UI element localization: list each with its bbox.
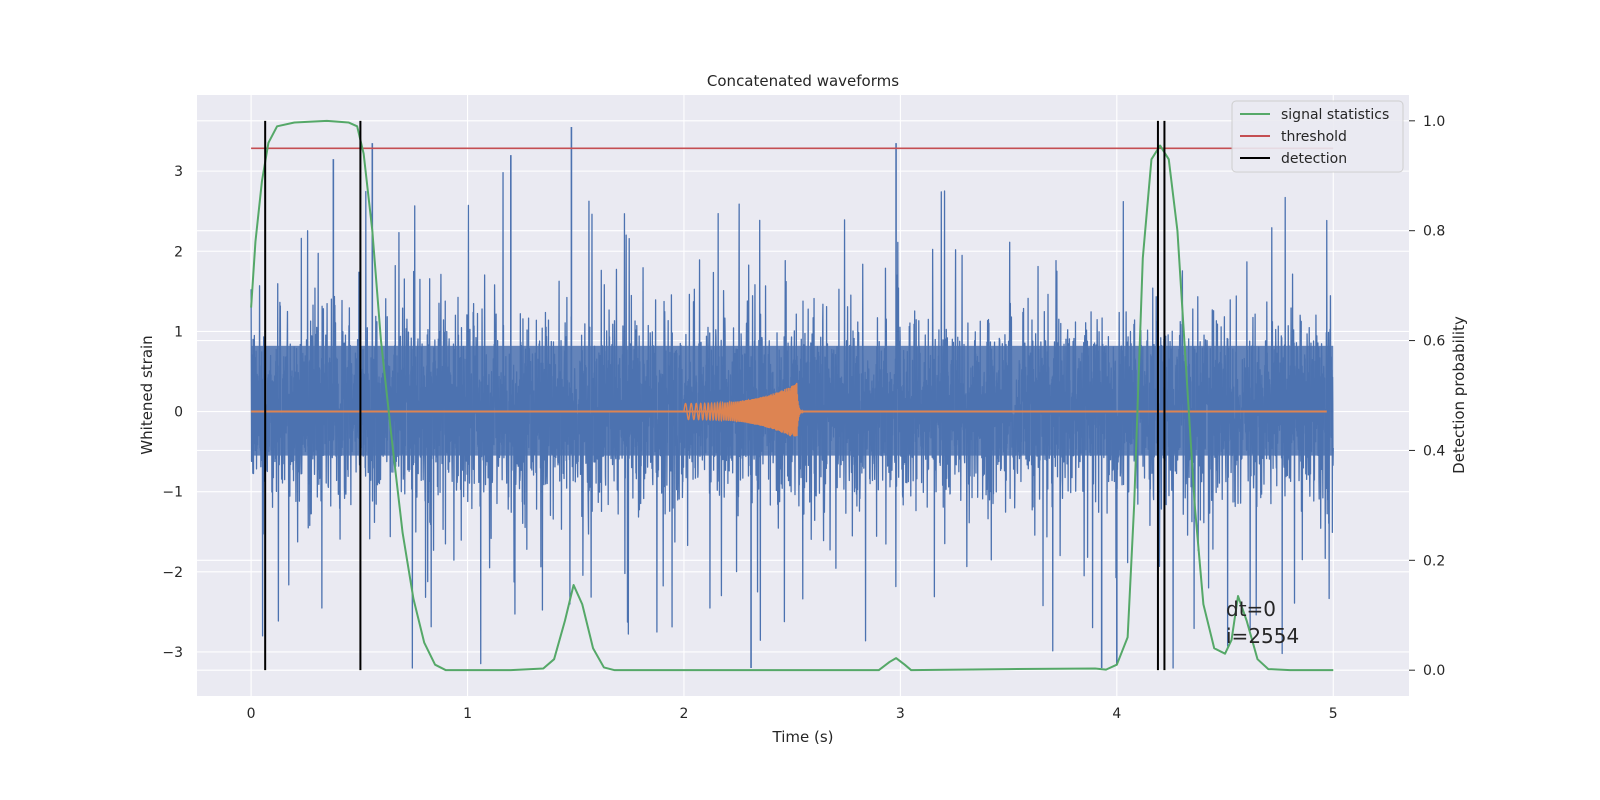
annotation-index: i=2554 xyxy=(1226,624,1299,648)
y-tick-label: 1 xyxy=(174,324,183,340)
y-tick-label: −1 xyxy=(162,485,183,501)
y-tick-label: 0 xyxy=(174,405,183,421)
y-tick-label: 3 xyxy=(174,164,183,180)
y2-tick-label: 0.2 xyxy=(1423,553,1445,569)
y2-tick-label: 0.4 xyxy=(1423,443,1445,459)
y-tick-label: −2 xyxy=(162,565,183,581)
x-tick-label: 0 xyxy=(247,706,256,722)
axis-ticks: 0 1 2 3 4 5 3 2 1 0 −1 −2 −3 1.0 0.8 0.6 0.4 0.2 0.0 xyxy=(162,114,1445,722)
signal-statistics-series xyxy=(250,119,1334,672)
x-tick-label: 3 xyxy=(896,706,905,722)
template-waveform-line xyxy=(683,382,810,437)
legend-label: detection xyxy=(1281,151,1347,167)
legend-label: signal statistics xyxy=(1281,107,1389,123)
template-waveform-series xyxy=(251,382,1327,437)
legend-label: threshold xyxy=(1281,129,1347,145)
detection-lines xyxy=(264,120,1166,671)
y-axis-label-left: Whitened strain xyxy=(138,335,156,454)
x-axis-label: Time (s) xyxy=(772,728,834,746)
annotation-dt: dt=0 xyxy=(1226,597,1276,621)
x-tick-label: 1 xyxy=(463,706,472,722)
x-tick-label: 4 xyxy=(1112,706,1121,722)
y2-tick-label: 1.0 xyxy=(1423,114,1445,130)
legend: signal statistics threshold detection xyxy=(1231,100,1404,173)
y2-tick-label: 0.8 xyxy=(1423,224,1445,240)
y-tick-label: −3 xyxy=(162,645,183,661)
y-tick-label: 2 xyxy=(174,244,183,260)
y-axis-label-right: Detection probability xyxy=(1450,316,1468,474)
x-tick-label: 2 xyxy=(680,706,689,722)
legend-box xyxy=(1231,100,1404,173)
y2-tick-label: 0.6 xyxy=(1423,334,1445,350)
signal-statistics-line xyxy=(250,119,1334,672)
chart-title: Concatenated waveforms xyxy=(707,72,899,90)
x-tick-label: 5 xyxy=(1329,706,1338,722)
y2-tick-label: 0.0 xyxy=(1423,663,1445,679)
